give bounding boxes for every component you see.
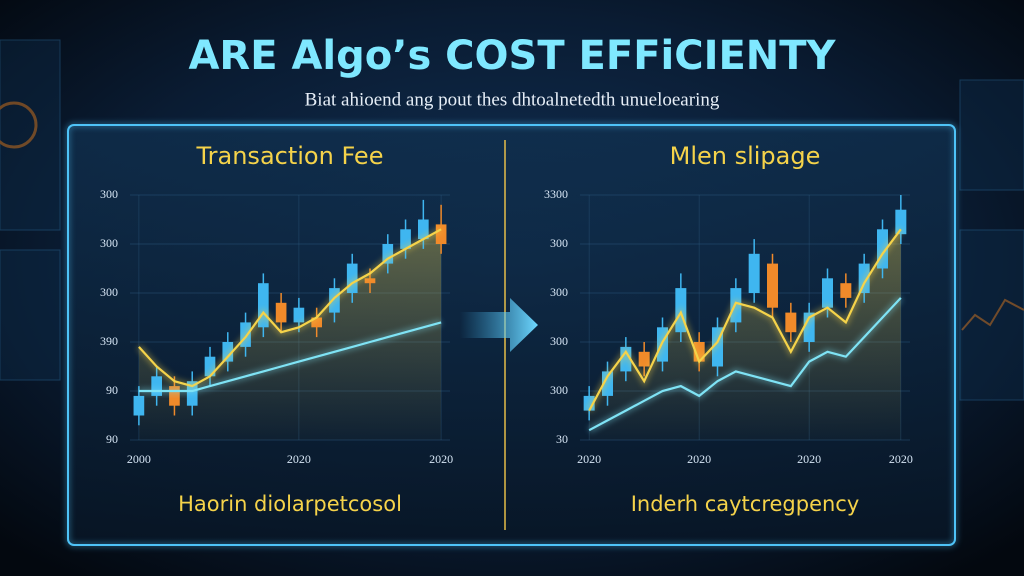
candle-body bbox=[895, 209, 907, 235]
candle-body bbox=[204, 356, 216, 377]
side-screens bbox=[0, 39, 1024, 401]
candle-body bbox=[258, 283, 269, 328]
x-tick-label: 2020 bbox=[687, 452, 711, 466]
candle-body bbox=[638, 351, 650, 367]
x-tick-label: 2020 bbox=[429, 452, 453, 466]
y-tick-label: 3300 bbox=[544, 187, 568, 201]
x-tick-label: 2000 bbox=[127, 452, 151, 466]
candle-body bbox=[822, 278, 833, 308]
panel-glow bbox=[65, 122, 958, 548]
candle-body bbox=[151, 376, 162, 396]
y-tick-label: 300 bbox=[100, 187, 118, 201]
y-tick-label: 300 bbox=[550, 285, 568, 299]
candle-body bbox=[418, 219, 429, 240]
y-tick-label: 90 bbox=[106, 383, 118, 397]
candle-body bbox=[583, 395, 595, 411]
line bbox=[138, 228, 442, 388]
candle-body bbox=[602, 371, 613, 396]
chart-title: Mlen slipage bbox=[670, 142, 821, 170]
line bbox=[588, 297, 902, 432]
chart-caption: Haorin diolarpetcosol bbox=[178, 492, 402, 516]
x-tick-label: 2020 bbox=[797, 452, 821, 466]
y-tick-label: 300 bbox=[550, 383, 568, 397]
candle-body bbox=[712, 327, 723, 367]
line bbox=[138, 321, 442, 393]
candle-body bbox=[346, 263, 358, 293]
x-tick-label: 2020 bbox=[889, 452, 913, 466]
chart-caption: Inderh caytcregpency bbox=[631, 492, 860, 516]
candle-body bbox=[364, 278, 376, 284]
x-tick-label: 2020 bbox=[287, 452, 311, 466]
candle-body bbox=[275, 302, 287, 323]
arrow bbox=[460, 298, 538, 352]
x-tick-label: 2020 bbox=[577, 452, 601, 466]
y-tick-label: 390 bbox=[100, 334, 118, 348]
candle-body bbox=[293, 307, 305, 323]
candle-body bbox=[803, 312, 815, 342]
candle-body bbox=[435, 224, 447, 244]
y-tick-label: 300 bbox=[100, 236, 118, 250]
candle-body bbox=[767, 263, 778, 308]
y-tick-label: 300 bbox=[100, 285, 118, 299]
candle-body bbox=[400, 229, 411, 249]
candle-body bbox=[169, 386, 180, 406]
candle-body bbox=[748, 253, 760, 293]
title: ARE Algo’s COST EFFiCIENTY bbox=[188, 33, 836, 79]
candle-body bbox=[382, 244, 394, 264]
candle-body bbox=[133, 395, 145, 416]
candle-body bbox=[693, 342, 705, 362]
y-tick-label: 300 bbox=[550, 236, 568, 250]
candle-body bbox=[840, 283, 852, 298]
y-tick-label: 30 bbox=[556, 432, 568, 446]
candle-body bbox=[785, 312, 797, 333]
subtitle: Biat ahioend ang pout thes dhtoalnetedth… bbox=[305, 89, 720, 110]
candle-body bbox=[311, 317, 322, 328]
y-tick-label: 300 bbox=[550, 334, 568, 348]
y-tick-label: 90 bbox=[106, 432, 118, 446]
candle-body bbox=[222, 342, 234, 362]
candle-body bbox=[620, 346, 632, 372]
line bbox=[588, 228, 902, 412]
chart-title: Transaction Fee bbox=[196, 142, 384, 170]
